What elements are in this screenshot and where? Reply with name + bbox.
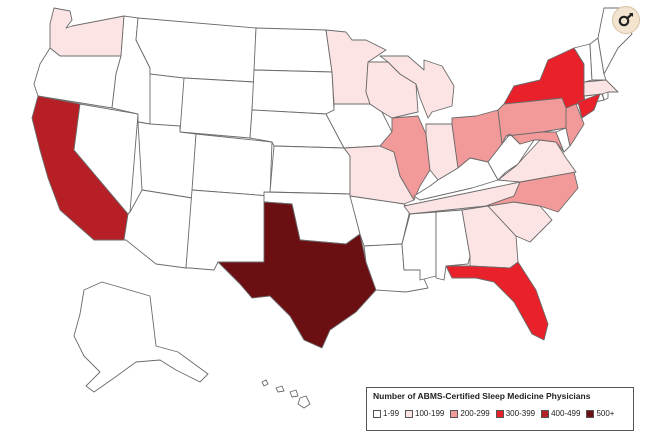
legend: Number of ABMS-Certified Sleep Medicine … <box>366 387 634 431</box>
state-co <box>191 133 273 197</box>
state-nd <box>253 27 333 73</box>
state-nh <box>589 37 607 81</box>
state-mt <box>135 17 257 83</box>
state-ks <box>269 145 351 195</box>
state-ma <box>583 79 619 97</box>
state-il <box>379 115 431 201</box>
logo-mark-icon <box>618 13 633 27</box>
legend-item-300-399: 300-399 <box>495 409 536 418</box>
legend-label: 400-499 <box>551 409 581 418</box>
legend-item-100-199: 100-199 <box>405 409 444 418</box>
legend-swatch <box>450 409 459 418</box>
state-ny-city-accent <box>577 93 601 119</box>
state-fl <box>445 261 549 341</box>
state-sd <box>251 69 335 115</box>
state-ut <box>137 121 197 199</box>
legend-label: 500+ <box>596 409 615 418</box>
legend-title: Number of ABMS-Certified Sleep Medicine … <box>373 391 591 401</box>
corner-logo <box>612 6 640 34</box>
state-mi <box>379 55 455 119</box>
legend-item-500-plus: 500+ <box>586 409 614 418</box>
state-nc <box>485 171 579 213</box>
state-vt <box>573 43 593 83</box>
state-az <box>123 189 193 269</box>
state-md <box>505 131 565 153</box>
state-ny <box>503 47 587 109</box>
legend-label: 100-199 <box>415 409 445 418</box>
state-hi <box>261 379 311 409</box>
legend-label: 1-99 <box>383 409 400 418</box>
state-ak <box>73 281 209 393</box>
legend-swatch <box>495 409 504 418</box>
legend-swatch <box>586 409 595 418</box>
legend-swatch <box>373 409 381 418</box>
state-tx <box>217 201 377 349</box>
legend-swatch <box>541 409 550 418</box>
legend-item-1-99: 1-99 <box>373 409 399 418</box>
legend-label: 200-299 <box>460 409 490 418</box>
legend-item-200-299: 200-299 <box>450 409 490 418</box>
state-wy <box>179 77 255 139</box>
legend-items: 1-99 100-199 200-299 300-399 400-499 500… <box>373 409 627 418</box>
legend-swatch <box>405 409 414 418</box>
state-ky <box>413 157 499 201</box>
state-nm <box>185 189 271 271</box>
legend-item-400-499: 400-499 <box>541 409 580 418</box>
legend-label: 300-399 <box>505 409 536 418</box>
state-wa <box>49 7 125 57</box>
